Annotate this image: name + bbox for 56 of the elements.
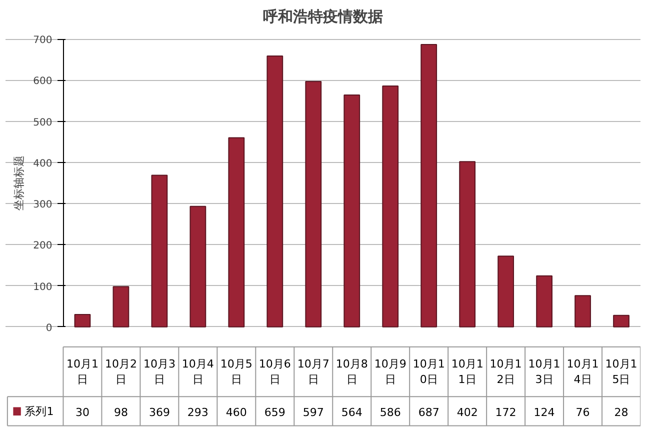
bar	[613, 314, 630, 328]
data-label: 586	[380, 406, 401, 419]
data-label: 564	[341, 406, 362, 419]
x-tick-label: 10月3日	[143, 357, 176, 386]
bar	[420, 44, 438, 328]
bar	[498, 256, 514, 328]
data-label: 659	[264, 406, 286, 419]
y-axis-title: 坐标轴标题	[12, 156, 26, 210]
data-label: 98	[114, 406, 128, 419]
chart-title: 呼和浩特疫情数据	[263, 8, 383, 26]
legend-label: 系列1	[24, 404, 54, 418]
x-tick-label: 10月1日	[66, 357, 98, 386]
y-tick-label: 500	[33, 117, 52, 128]
bar	[151, 174, 168, 328]
x-tick-label: 10月13日	[528, 357, 560, 386]
y-tick-label: 100	[33, 282, 52, 293]
bar	[74, 314, 91, 328]
y-tick-label: 200	[33, 240, 52, 252]
x-tick-label: 10月7日	[297, 357, 330, 386]
data-label: 369	[148, 406, 170, 419]
x-tick-label: 10月8日	[336, 357, 368, 386]
data-label: 402	[456, 406, 478, 419]
x-tick-label: 10月12日	[490, 357, 522, 386]
bar	[190, 206, 206, 328]
x-tick-label: 10月9日	[374, 357, 406, 386]
data-label: 293	[187, 406, 208, 419]
bar	[536, 275, 552, 328]
bar	[305, 80, 322, 328]
data-label: 597	[302, 406, 324, 419]
x-tick-label: 10月5日	[220, 357, 252, 386]
x-tick-label: 10月2日	[104, 357, 137, 386]
x-tick-label: 10月15日	[605, 357, 638, 386]
x-tick-label: 10月14日	[566, 357, 599, 386]
data-label: 30	[75, 406, 90, 419]
data-label: 687	[418, 406, 440, 419]
bar	[459, 161, 476, 328]
bar	[382, 85, 399, 328]
bar	[344, 94, 360, 328]
bar	[228, 137, 245, 328]
bar	[266, 55, 284, 328]
y-tick-label: 400	[33, 158, 52, 170]
x-tick-label: 10月4日	[182, 357, 214, 386]
x-tick-label: 10月10日	[412, 357, 445, 386]
x-tick-label: 10月11日	[451, 357, 484, 386]
data-label: 172	[495, 406, 516, 419]
x-tick-label: 10月6日	[258, 357, 291, 386]
data-label: 28	[614, 406, 628, 419]
bar	[112, 286, 130, 328]
data-label: 76	[576, 406, 590, 419]
data-label: 460	[226, 406, 247, 419]
y-tick-label: 600	[33, 76, 52, 88]
bar	[574, 295, 591, 328]
y-tick-label: 0	[46, 322, 52, 334]
y-tick-label: 300	[33, 200, 52, 211]
y-tick-label: 700	[33, 35, 52, 46]
data-label: 124	[534, 406, 555, 419]
